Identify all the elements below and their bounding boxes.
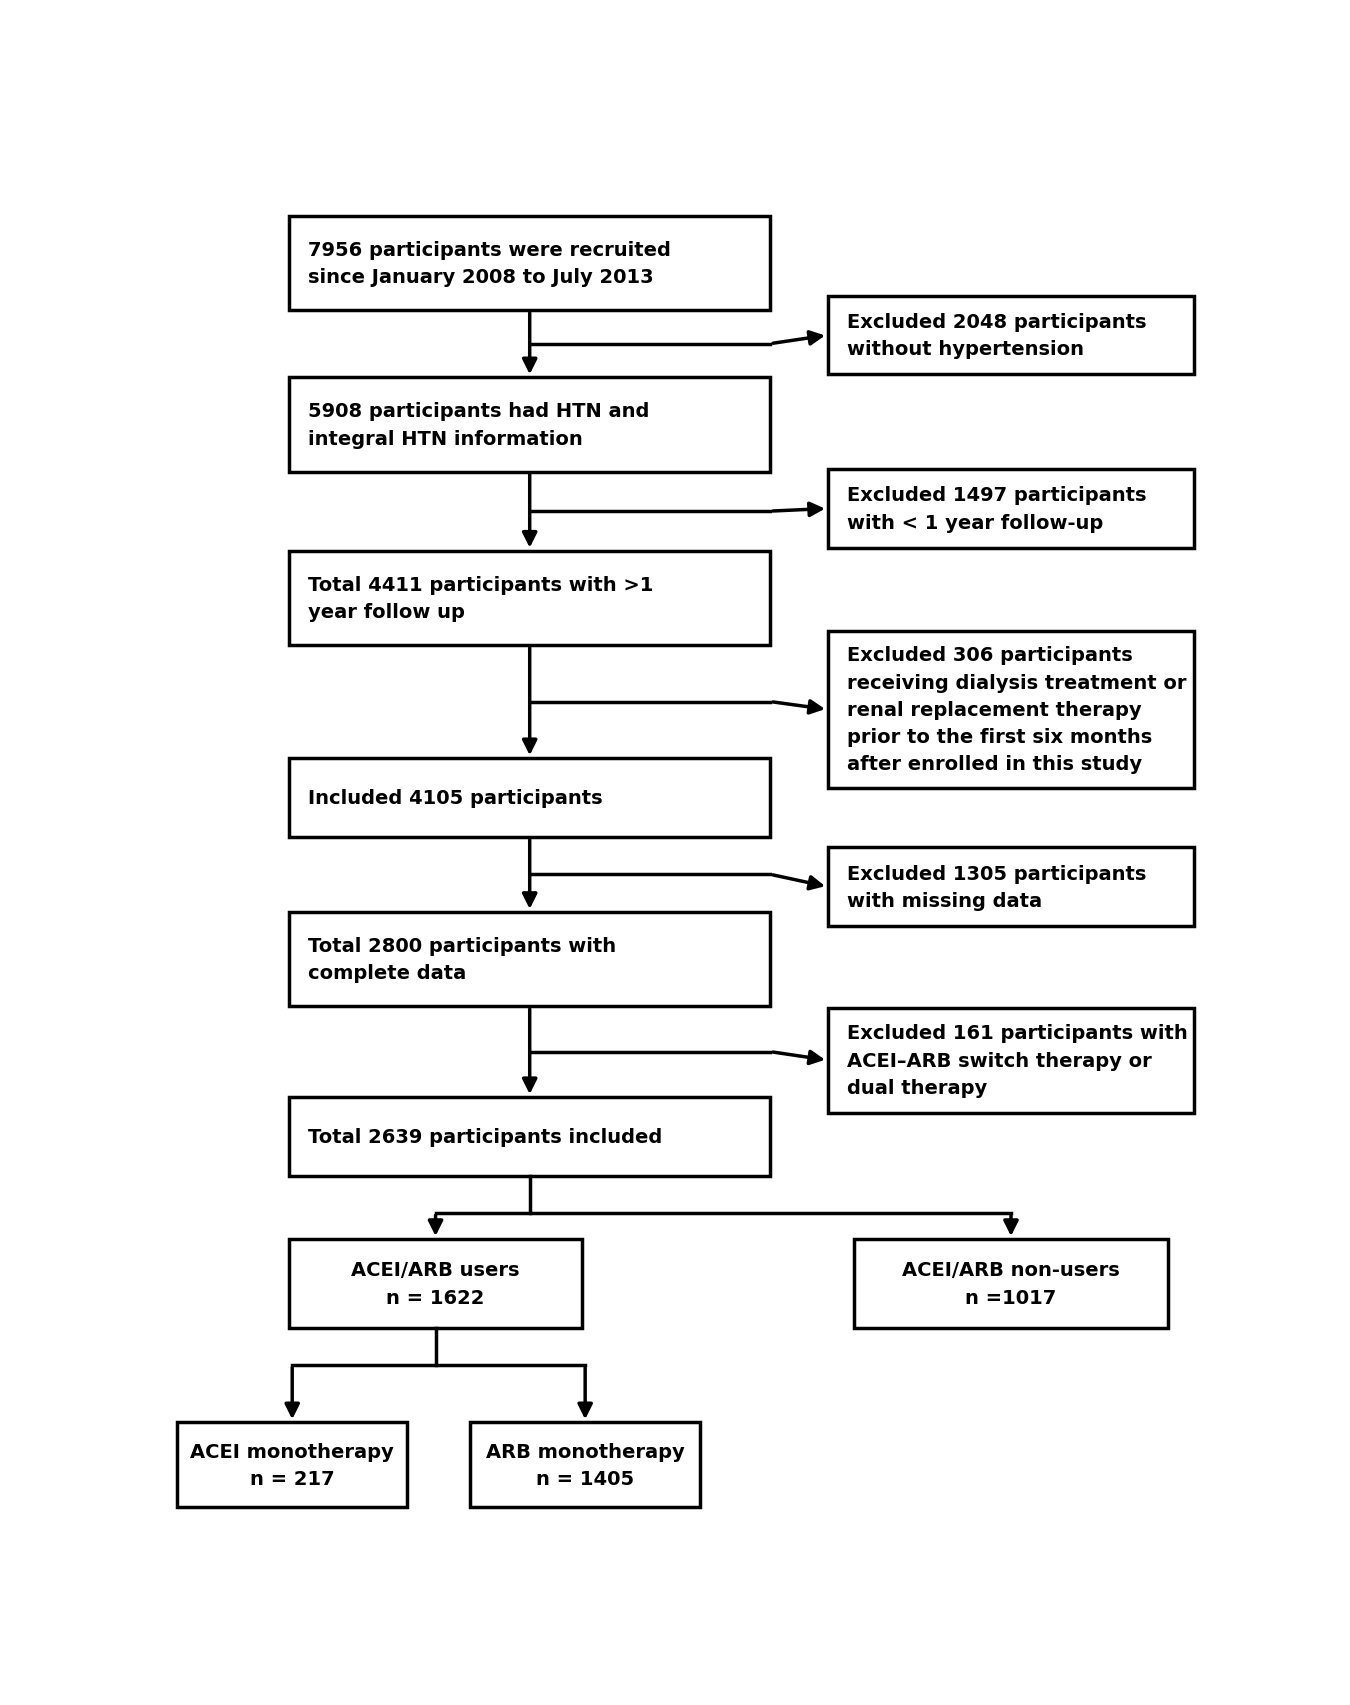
Text: 5908 participants had HTN and
integral HTN information: 5908 participants had HTN and integral H… [308,402,649,448]
Text: Total 2639 participants included: Total 2639 participants included [308,1127,662,1146]
FancyBboxPatch shape [828,1008,1193,1113]
Text: Excluded 306 participants
receiving dialysis treatment or
renal replacement ther: Excluded 306 participants receiving dial… [846,646,1187,774]
Text: Excluded 161 participants with
ACEI–ARB switch therapy or
dual therapy: Excluded 161 participants with ACEI–ARB … [846,1023,1188,1098]
FancyBboxPatch shape [289,551,771,646]
FancyBboxPatch shape [828,631,1193,789]
FancyBboxPatch shape [828,471,1193,549]
FancyBboxPatch shape [289,379,771,472]
Text: ACEI/ARB non-users
n =1017: ACEI/ARB non-users n =1017 [902,1260,1120,1306]
FancyBboxPatch shape [289,759,771,837]
FancyBboxPatch shape [177,1422,408,1507]
Text: Excluded 1305 participants
with missing data: Excluded 1305 participants with missing … [846,864,1146,910]
FancyBboxPatch shape [289,912,771,1006]
FancyBboxPatch shape [470,1422,701,1507]
FancyBboxPatch shape [828,297,1193,375]
Text: Included 4105 participants: Included 4105 participants [308,788,602,808]
Text: Excluded 2048 participants
without hypertension: Excluded 2048 participants without hyper… [846,312,1146,360]
FancyBboxPatch shape [855,1240,1168,1328]
Text: ACEI/ARB users
n = 1622: ACEI/ARB users n = 1622 [351,1260,520,1306]
FancyBboxPatch shape [289,1098,771,1176]
FancyBboxPatch shape [289,217,771,310]
Text: Total 4411 participants with >1
year follow up: Total 4411 participants with >1 year fol… [308,575,653,622]
Text: ARB monotherapy
n = 1405: ARB monotherapy n = 1405 [486,1442,684,1488]
FancyBboxPatch shape [828,847,1193,928]
Text: Total 2800 participants with
complete data: Total 2800 participants with complete da… [308,936,616,982]
Text: 7956 participants were recruited
since January 2008 to July 2013: 7956 participants were recruited since J… [308,240,671,286]
Text: ACEI monotherapy
n = 217: ACEI monotherapy n = 217 [190,1442,394,1488]
Text: Excluded 1497 participants
with < 1 year follow-up: Excluded 1497 participants with < 1 year… [846,486,1146,532]
FancyBboxPatch shape [289,1240,582,1328]
